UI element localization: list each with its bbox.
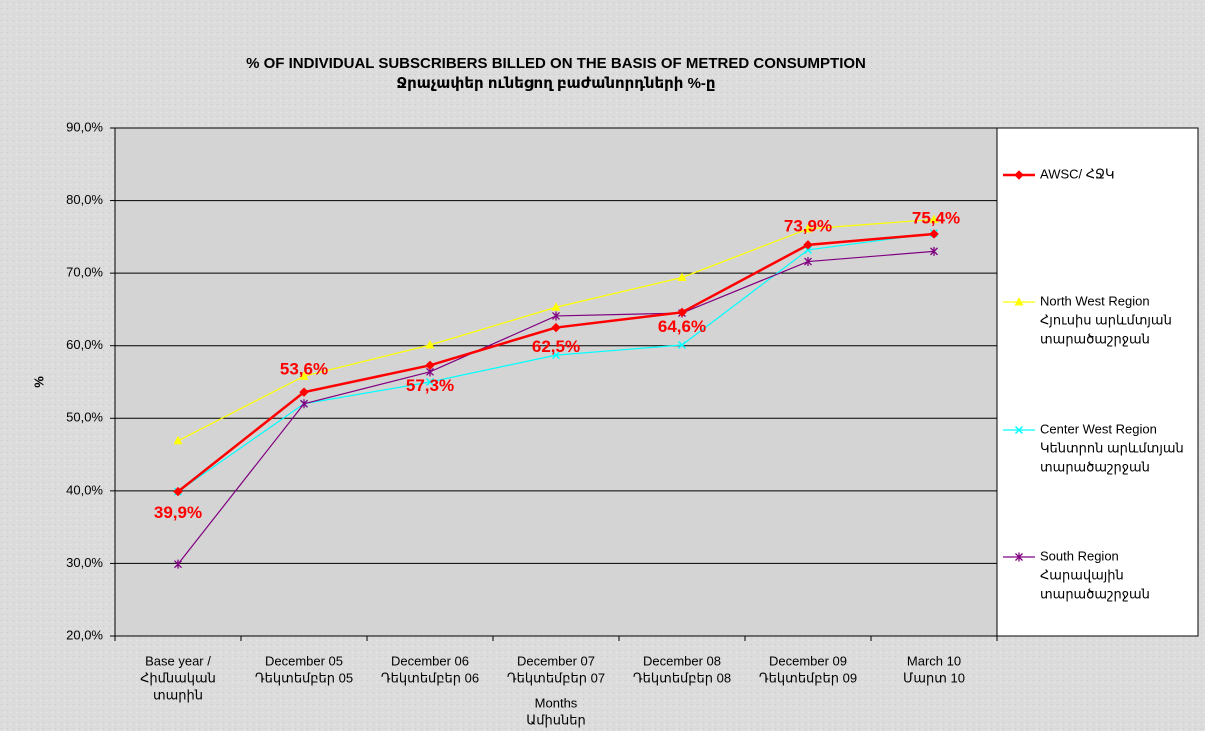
point bbox=[803, 240, 813, 250]
data-label: 53,6% bbox=[280, 360, 328, 379]
point bbox=[677, 272, 687, 281]
x-tick-label: December 06 bbox=[391, 653, 469, 668]
y-tick-label: 80,0% bbox=[66, 192, 103, 207]
x-tick-label: տարին bbox=[153, 687, 203, 702]
x-axis-label: Ամիսներ bbox=[526, 712, 585, 727]
point bbox=[552, 311, 560, 321]
legend-box bbox=[996, 127, 1199, 637]
y-tick-label: 30,0% bbox=[66, 555, 103, 570]
point bbox=[173, 435, 183, 445]
x-tick-label: Դեկտեմբեր 06 bbox=[381, 670, 479, 685]
x-tick-label: Դեկտեմբեր 08 bbox=[633, 670, 731, 685]
point bbox=[425, 377, 435, 387]
chart-title: % OF INDIVIDUAL SUBSCRIBERS BILLED ON TH… bbox=[246, 55, 866, 72]
legend-label: տարածաշրջան bbox=[1040, 331, 1150, 346]
y-tick-label: 60,0% bbox=[66, 337, 103, 352]
point bbox=[551, 351, 561, 360]
x-tick-label: Դեկտեմբեր 09 bbox=[759, 670, 857, 685]
x-tick-label: Դեկտեմբեր 05 bbox=[255, 670, 353, 685]
x-tick-label: Դեկտեմբեր 07 bbox=[507, 670, 605, 685]
x-tick-label: December 08 bbox=[643, 653, 721, 668]
point bbox=[425, 360, 435, 371]
point bbox=[174, 559, 182, 569]
x-axis-label: Months bbox=[535, 695, 578, 710]
x-tick-label: March 10 bbox=[907, 653, 961, 668]
data-label: 39,9% bbox=[154, 503, 202, 522]
point bbox=[677, 307, 687, 318]
y-tick-label: 70,0% bbox=[66, 265, 103, 280]
y-tick-label: 20,0% bbox=[66, 627, 103, 642]
data-label: 62,5% bbox=[532, 337, 580, 356]
point bbox=[299, 371, 309, 380]
legend-label: Center West Region bbox=[1040, 421, 1157, 436]
data-label: 57,3% bbox=[406, 376, 454, 395]
legend-label: AWSC/ ՀՋԿ bbox=[1040, 166, 1115, 181]
legend-label: South Region bbox=[1040, 548, 1119, 563]
point bbox=[300, 399, 308, 409]
y-tick-label: 50,0% bbox=[66, 410, 103, 425]
point bbox=[929, 229, 939, 239]
x-tick-label: December 05 bbox=[265, 653, 343, 668]
x-tick-label: Base year / bbox=[145, 653, 211, 668]
legend-label: տարածաշրջան bbox=[1040, 459, 1150, 474]
legend-marker bbox=[1014, 297, 1024, 306]
point bbox=[803, 245, 813, 254]
x-tick-label: Հիմնական bbox=[140, 670, 216, 685]
point bbox=[930, 246, 938, 256]
legend-marker bbox=[1015, 552, 1023, 562]
chart-subtitle: Ջրաչափեր ունեցող բաժանորդների %-ը bbox=[396, 75, 715, 92]
point bbox=[551, 322, 561, 333]
legend-label: Հարավային bbox=[1040, 567, 1124, 582]
y-axis-label: % bbox=[31, 376, 46, 388]
legend-marker bbox=[1014, 425, 1024, 435]
point bbox=[299, 387, 309, 397]
data-label: 75,4% bbox=[912, 208, 960, 227]
legend-label: տարածաշրջան bbox=[1040, 586, 1150, 601]
point bbox=[551, 302, 561, 311]
point bbox=[803, 223, 813, 233]
data-label: 73,9% bbox=[784, 216, 832, 235]
plot-area bbox=[114, 127, 998, 637]
y-tick-label: 90,0% bbox=[66, 119, 103, 134]
legend-label: Կենտրոն արևմտյան bbox=[1040, 440, 1184, 455]
legend-label: North West Region bbox=[1040, 293, 1150, 308]
y-tick-label: 40,0% bbox=[66, 482, 103, 497]
point bbox=[173, 486, 183, 497]
x-tick-label: December 07 bbox=[517, 653, 595, 668]
x-tick-label: December 09 bbox=[769, 653, 847, 668]
legend-marker bbox=[1014, 170, 1024, 180]
point bbox=[929, 214, 939, 223]
data-label: 64,6% bbox=[658, 317, 706, 336]
point bbox=[804, 257, 812, 267]
point bbox=[425, 339, 435, 349]
point bbox=[677, 340, 687, 350]
x-tick-label: Մարտ 10 bbox=[903, 670, 965, 685]
legend-label: Հյուսիս արևմտյան bbox=[1040, 312, 1172, 327]
